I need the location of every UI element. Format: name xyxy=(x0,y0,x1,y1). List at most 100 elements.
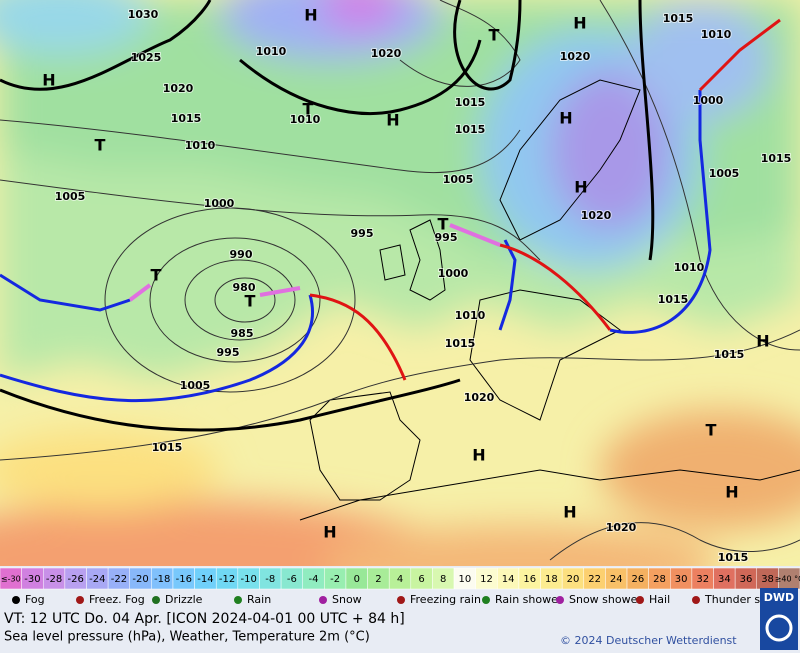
pressure-center: H xyxy=(386,111,399,130)
scale-label: 12 xyxy=(480,574,493,585)
pressure-center: H xyxy=(563,503,576,522)
weather-label: Snow xyxy=(332,593,362,606)
scale-label: 2 xyxy=(375,574,381,585)
warm-front xyxy=(499,243,612,331)
isobars xyxy=(0,0,800,561)
isobar-label: 1010 xyxy=(701,28,732,41)
weather-label: Rain xyxy=(247,593,271,606)
isobars-major xyxy=(0,0,655,432)
scale-label: -28 xyxy=(46,574,62,585)
isobar-label: 1020 xyxy=(581,209,612,222)
pressure-center: H xyxy=(304,6,317,25)
scale-label: 6 xyxy=(418,574,424,585)
isobar-label: 1015 xyxy=(171,112,202,125)
scale-label: 10 xyxy=(458,574,471,585)
copyright: © 2024 Deutscher Wetterdienst xyxy=(560,634,737,647)
isobar-label: 1025 xyxy=(131,51,162,64)
weather-symbol xyxy=(234,596,242,604)
scale-label: 0 xyxy=(354,574,360,585)
weather-label: Freezing rain xyxy=(410,593,481,606)
scale-label: -10 xyxy=(240,574,256,585)
isobar-label: 1005 xyxy=(443,173,474,186)
scale-label: 16 xyxy=(523,574,536,585)
isobar-label: 1015 xyxy=(714,348,745,361)
isobar-label: 1015 xyxy=(658,293,689,306)
dwd-logo-icon xyxy=(765,614,793,642)
legend: ≤-30 -30 -28 -26 -24 -22 -20 -18 -16 -14 -12 -10 -8-… xyxy=(0,566,800,653)
isobar-label: 1010 xyxy=(185,139,216,152)
pressure-center: H xyxy=(472,446,485,465)
pressure-center: H xyxy=(573,14,586,33)
scale-label: 8 xyxy=(440,574,446,585)
weather-label: Drizzle xyxy=(165,593,203,606)
scale-label: -30 xyxy=(24,574,40,585)
cold-front xyxy=(0,294,314,403)
scale-label: -22 xyxy=(111,574,127,585)
scale-label: -26 xyxy=(68,574,84,585)
isobar-label: 1015 xyxy=(663,12,694,25)
isobar-label: 995 xyxy=(217,346,240,359)
scale-label: 34 xyxy=(718,574,731,585)
isobar-label: 1000 xyxy=(204,197,235,210)
scale-label: 14 xyxy=(502,574,515,585)
pressure-center: H xyxy=(559,109,572,128)
weather-symbol xyxy=(692,596,700,604)
pressure-center: T xyxy=(438,215,449,234)
temperature-field xyxy=(0,0,800,620)
scale-label: 18 xyxy=(545,574,558,585)
weather-symbol xyxy=(556,596,564,604)
scale-label: -14 xyxy=(197,574,213,585)
warm-front xyxy=(698,18,781,92)
scale-label: 36 xyxy=(740,574,753,585)
isobar-label: 980 xyxy=(233,281,256,294)
weather-symbol xyxy=(12,596,20,604)
weather-label: Snow shower xyxy=(569,593,642,606)
valid-time: VT: 12 UTC Do. 04 Apr. [ICON 2024-04-01 … xyxy=(4,611,405,627)
scale-label: -2 xyxy=(330,574,340,585)
occluded-front xyxy=(128,223,501,302)
scale-label: 4 xyxy=(397,574,403,585)
warm-front xyxy=(309,293,407,381)
scale-label: -12 xyxy=(219,574,235,585)
isobar-label: 1020 xyxy=(560,50,591,63)
isobar-label: 1015 xyxy=(152,441,183,454)
pressure-center: H xyxy=(42,71,55,90)
pressure-center: T xyxy=(151,266,162,285)
map: 1030102510201015101010051000995990980985… xyxy=(0,0,800,620)
weather-label: Fog xyxy=(25,593,45,606)
scale-label: -8 xyxy=(265,574,275,585)
pressure-center: T xyxy=(303,100,314,119)
scale-label: 32 xyxy=(696,574,709,585)
weather-symbol xyxy=(76,596,84,604)
scale-label: 20 xyxy=(567,574,580,585)
scale-label: ≥40 °C xyxy=(775,575,800,584)
pressure-center: T xyxy=(95,136,106,155)
weather-label: Hail xyxy=(649,593,670,606)
isobar-label: 1010 xyxy=(256,45,287,58)
isobar-label: 1005 xyxy=(180,379,211,392)
weather-symbol xyxy=(636,596,644,604)
isobar-label: 1015 xyxy=(455,96,486,109)
scale-label: 38 xyxy=(761,574,774,585)
isobar-label: 1005 xyxy=(709,167,740,180)
isobar-label: 1000 xyxy=(438,267,469,280)
scale-label: 26 xyxy=(631,574,644,585)
scale-label: -16 xyxy=(176,574,192,585)
pressure-center: T xyxy=(245,292,256,311)
pressure-center: H xyxy=(323,523,336,542)
cold-front xyxy=(498,239,517,331)
weather-label: Freez. Fog xyxy=(89,593,145,606)
pressure-center: H xyxy=(725,483,738,502)
weather-label: Rain shower xyxy=(495,593,563,606)
isobar-label: 1015 xyxy=(718,551,749,564)
pressure-center: H xyxy=(574,178,587,197)
scale-label: -4 xyxy=(309,574,319,585)
isobar-label: 995 xyxy=(435,231,458,244)
isobar-label: 985 xyxy=(231,327,254,340)
isobar-label: 1000 xyxy=(693,94,724,107)
isobar-label: 995 xyxy=(351,227,374,240)
scale-label: 22 xyxy=(588,574,601,585)
cold-front xyxy=(0,273,131,312)
isobar-label: 1010 xyxy=(674,261,705,274)
